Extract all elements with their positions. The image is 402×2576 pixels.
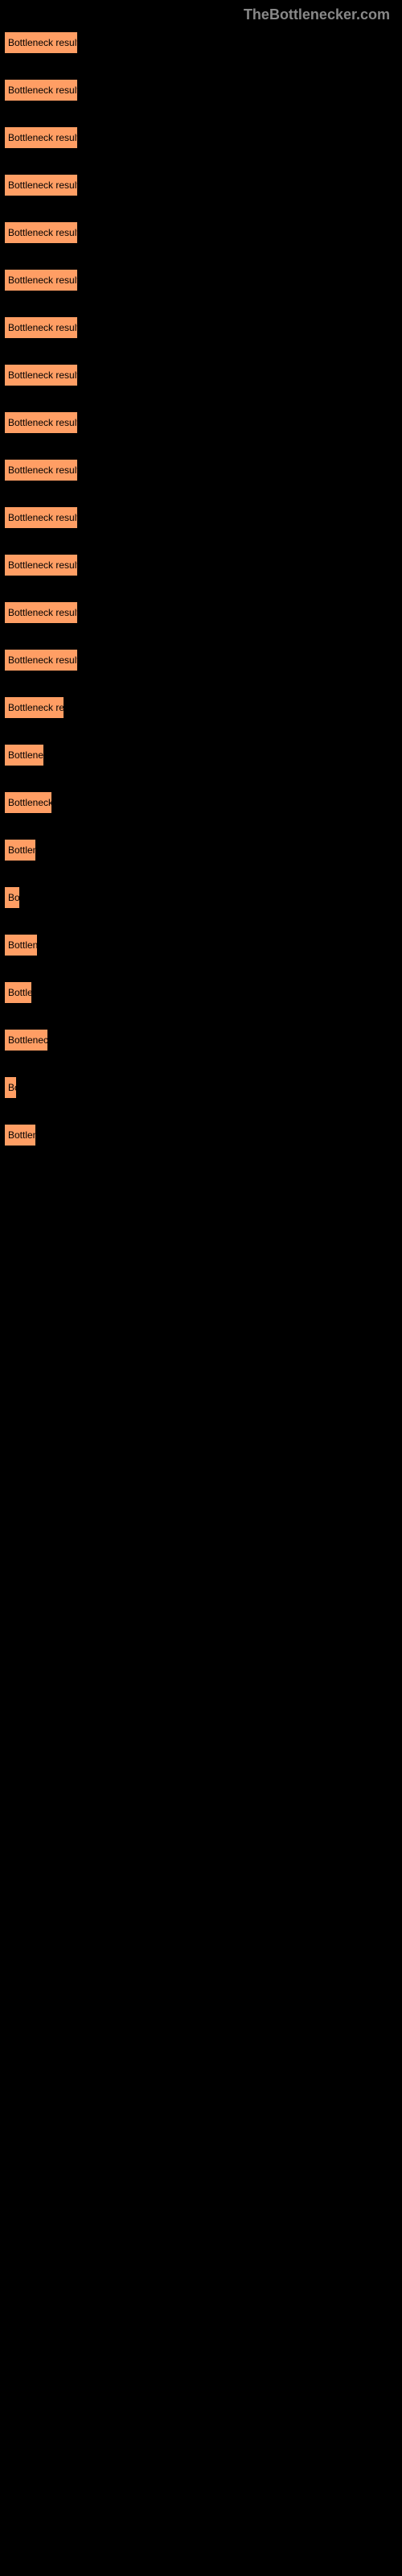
bar-row: Bottleneck result xyxy=(4,696,398,719)
bar: Bottleneck result xyxy=(4,126,78,149)
bar-row: Bottleneck result xyxy=(4,981,398,1004)
bar: Bottleneck result xyxy=(4,316,78,339)
bar-row: Bottleneck result xyxy=(4,1076,398,1099)
bar: Bottleneck result xyxy=(4,269,78,291)
bar: Bottleneck result xyxy=(4,934,38,956)
bar-row: Bottleneck result xyxy=(4,1029,398,1051)
bar-row: Bottleneck result xyxy=(4,174,398,196)
bar: Bottleneck result xyxy=(4,649,78,671)
bar-row: Bottleneck result xyxy=(4,269,398,291)
bar-row: Bottleneck result xyxy=(4,31,398,54)
bar: Bottleneck result xyxy=(4,839,36,861)
bar: Bottleneck result xyxy=(4,1076,17,1099)
bar: Bottleneck result xyxy=(4,1124,36,1146)
bar-row: Bottleneck result xyxy=(4,459,398,481)
bar-row: Bottleneck result xyxy=(4,934,398,956)
bar-row: Bottleneck result xyxy=(4,1124,398,1146)
bar-row: Bottleneck result xyxy=(4,79,398,101)
bar-row: Bottleneck result xyxy=(4,126,398,149)
bar-row: Bottleneck result xyxy=(4,744,398,766)
bar-row: Bottleneck result xyxy=(4,506,398,529)
bar-row: Bottleneck result xyxy=(4,364,398,386)
bar-chart: Bottleneck result Bottleneck result Bottle… xyxy=(0,23,402,1179)
site-title: TheBottlenecker.com xyxy=(244,6,390,23)
bar-row: Bottleneck result xyxy=(4,839,398,861)
bar: Bottleneck result xyxy=(4,554,78,576)
bar: Bottleneck result xyxy=(4,506,78,529)
bar: Bottleneck result xyxy=(4,744,44,766)
bar: Bottleneck result xyxy=(4,174,78,196)
site-header: TheBottlenecker.com xyxy=(0,0,402,23)
bar: Bottleneck result xyxy=(4,696,64,719)
bar: Bottleneck result xyxy=(4,981,32,1004)
bar: Bottleneck result xyxy=(4,221,78,244)
bar-row: Bottleneck result xyxy=(4,601,398,624)
bar: Bottleneck result xyxy=(4,31,78,54)
bar-row: Bottleneck result xyxy=(4,316,398,339)
bar: Bottleneck result xyxy=(4,459,78,481)
bar: Bottleneck result xyxy=(4,601,78,624)
bar-row: Bottleneck result xyxy=(4,221,398,244)
bar-row: Bottleneck result xyxy=(4,649,398,671)
bar: Bottleneck result xyxy=(4,886,20,909)
bar-row: Bottleneck result xyxy=(4,886,398,909)
bar: Bottleneck result xyxy=(4,79,78,101)
bar: Bottleneck result xyxy=(4,411,78,434)
bar: Bottleneck result xyxy=(4,1029,48,1051)
bar-row: Bottleneck result xyxy=(4,791,398,814)
bar-row: Bottleneck result xyxy=(4,411,398,434)
bar: Bottleneck result xyxy=(4,791,52,814)
bar: Bottleneck result xyxy=(4,364,78,386)
bar-row: Bottleneck result xyxy=(4,554,398,576)
